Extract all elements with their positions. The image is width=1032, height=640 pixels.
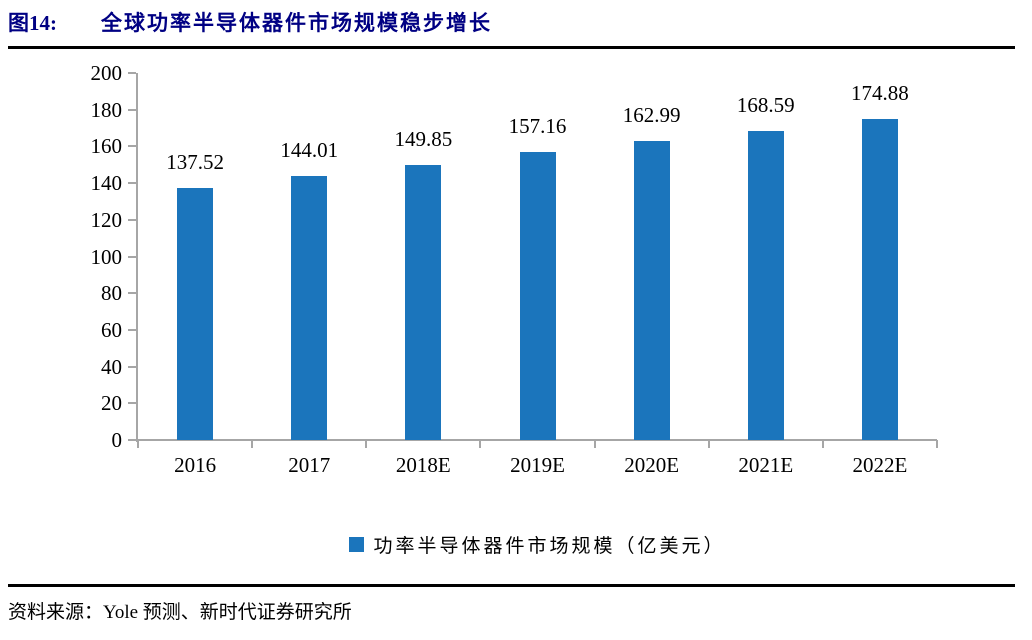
x-axis-category-label: 2021E xyxy=(738,453,794,477)
bar-value-label: 157.16 xyxy=(508,113,567,138)
y-axis-tick xyxy=(128,255,136,258)
y-axis-tick-label: 180 xyxy=(90,97,123,122)
x-axis-tick xyxy=(365,440,368,448)
y-axis-tick xyxy=(128,218,136,221)
y-axis-tick-label: 200 xyxy=(90,61,123,85)
y-axis-tick-label: 160 xyxy=(90,134,123,159)
x-axis-category-label: 2017 xyxy=(288,453,331,477)
y-axis-tick xyxy=(128,365,136,368)
x-axis-category-label: 2018E xyxy=(395,453,451,477)
x-axis-category-label: 2016 xyxy=(174,453,217,477)
y-axis-tick xyxy=(128,402,136,405)
x-axis-category-label: 2022E xyxy=(852,453,908,477)
y-axis-tick xyxy=(128,182,136,185)
x-axis-tick xyxy=(593,440,596,448)
bar-value-label: 149.85 xyxy=(394,127,453,152)
legend-label: 功率半导体器件市场规模（亿美元） xyxy=(373,536,726,557)
x-axis-tick xyxy=(251,440,254,448)
y-axis-tick xyxy=(128,328,136,331)
bar-2022E xyxy=(861,119,898,440)
x-axis-line xyxy=(136,439,937,441)
bar-value-label: 168.59 xyxy=(736,92,795,117)
y-axis-tick-label: 100 xyxy=(90,244,123,269)
y-axis-line xyxy=(136,73,138,442)
figure-header: 图14: 全球功率半导体器件市场规模稳步增长 xyxy=(8,8,492,38)
bar-2019E xyxy=(519,151,556,440)
x-axis-tick xyxy=(479,440,482,448)
y-axis-tick-label: 140 xyxy=(90,171,123,196)
y-axis-tick-label: 0 xyxy=(111,428,123,452)
bar-value-label: 174.88 xyxy=(851,81,909,106)
bar-2021E xyxy=(747,130,784,440)
y-axis-tick xyxy=(128,72,136,74)
y-axis-tick-label: 20 xyxy=(101,391,122,416)
source-note: 资料来源：Yole 预测、新时代证券研究所 xyxy=(8,602,352,623)
bar-value-label: 137.52 xyxy=(166,149,224,174)
bar-value-label: 162.99 xyxy=(622,102,681,127)
x-axis-category-label: 2019E xyxy=(510,453,565,477)
y-axis-tick xyxy=(128,292,136,295)
x-axis-tick xyxy=(936,440,938,448)
figure-number-label: 图14: xyxy=(8,11,57,35)
x-axis-tick xyxy=(821,440,824,448)
y-axis-tick xyxy=(128,439,136,441)
x-axis-tick xyxy=(707,440,710,448)
legend-square-icon xyxy=(349,537,365,552)
y-axis-tick xyxy=(128,145,136,148)
footer-divider-line xyxy=(8,584,1015,587)
bar-2018E xyxy=(405,165,442,440)
y-axis-tick-label: 60 xyxy=(101,317,122,342)
y-axis-tick-label: 120 xyxy=(90,207,123,232)
x-axis-tick xyxy=(137,440,139,448)
bar-2017 xyxy=(291,175,328,440)
y-axis-tick xyxy=(128,108,136,111)
figure-title: 全球功率半导体器件市场规模稳步增长 xyxy=(101,11,492,35)
title-divider-line xyxy=(8,46,1015,49)
bar-2020E xyxy=(633,140,670,440)
bar-2016 xyxy=(177,187,214,440)
y-axis-tick-label: 80 xyxy=(101,281,122,306)
x-axis-category-label: 2020E xyxy=(624,453,680,477)
bar-value-label: 144.01 xyxy=(280,137,339,162)
chart-legend: 功率半导体器件市场规模（亿美元） xyxy=(138,531,937,558)
y-axis-tick-label: 40 xyxy=(101,354,122,379)
